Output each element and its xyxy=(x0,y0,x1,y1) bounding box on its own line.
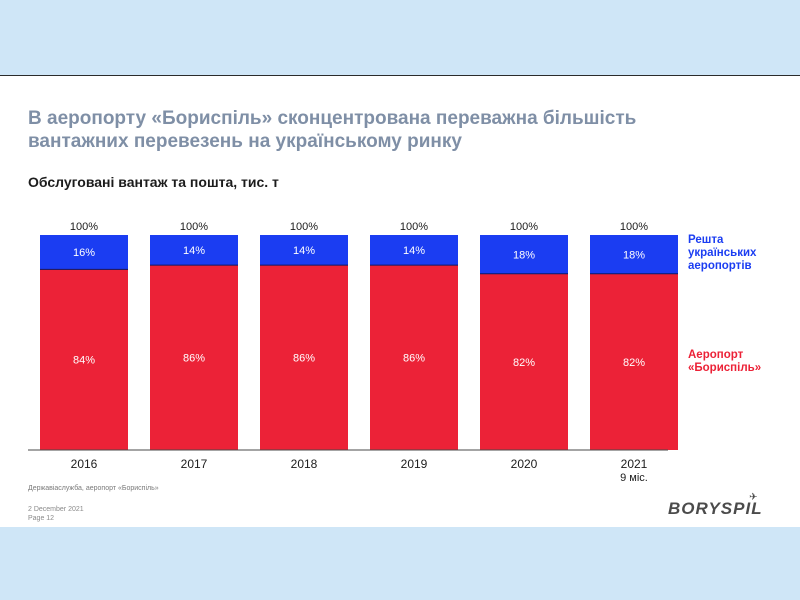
bar-rest-2019 xyxy=(370,235,458,266)
headline: В аеропорту «Бориспіль» сконцентрована п… xyxy=(28,108,637,152)
footer-date: 2 December 2021 xyxy=(28,506,84,513)
bar-label-boryspil-2018: 86% xyxy=(293,353,315,365)
bar-label-rest-2021: 18% xyxy=(623,249,645,261)
total-label-2016: 100% xyxy=(70,221,98,233)
bar-label-rest-2018: 14% xyxy=(293,245,315,257)
legend-boryspil: Аеропорт «Бориспіль» xyxy=(688,349,762,374)
bar-rest-2017 xyxy=(150,235,238,266)
total-label-2021: 100% xyxy=(620,221,648,233)
airplane-icon: ✈ xyxy=(749,492,758,503)
bar-rest-2018 xyxy=(260,235,348,266)
bar-label-boryspil-2021: 82% xyxy=(623,357,645,369)
bar-label-boryspil-2016: 84% xyxy=(73,355,95,367)
bar-label-rest-2017: 14% xyxy=(183,245,205,257)
bar-label-boryspil-2019: 86% xyxy=(403,353,425,365)
stacked-bar-chart: 84% 16% 100% 2016 86% 14% 100% 2017 86% 14% 100% 20… xyxy=(28,221,678,484)
source-note: Державіаслужба, аеропорт «Бориспіль» xyxy=(28,485,159,492)
x-tick-sublabel-2021: 9 міс. xyxy=(620,472,648,484)
bar-label-rest-2020: 18% xyxy=(513,249,535,261)
footer-page-number: Page 12 xyxy=(28,515,55,522)
bar-rest-2021 xyxy=(590,235,678,274)
chart-subtitle: Обслуговані вантаж та пошта, тис. т xyxy=(28,174,279,190)
total-label-2019: 100% xyxy=(400,221,428,233)
bar-boryspil-2020 xyxy=(480,273,568,450)
total-label-2018: 100% xyxy=(290,221,318,233)
x-tick-label-2017: 2017 xyxy=(181,457,208,471)
bar-label-rest-2019: 14% xyxy=(403,245,425,257)
x-tick-label-2021: 2021 xyxy=(621,457,648,471)
slide: В аеропорту «Бориспіль» сконцентрована п… xyxy=(0,75,800,527)
bar-label-boryspil-2017: 86% xyxy=(183,353,205,365)
total-label-2017: 100% xyxy=(180,221,208,233)
x-tick-label-2018: 2018 xyxy=(291,457,318,471)
bar-boryspil-2019 xyxy=(370,265,458,450)
x-tick-label-2020: 2020 xyxy=(511,457,538,471)
legend-rest-airports: Решта українських аеропортів xyxy=(688,234,757,272)
bar-label-boryspil-2020: 82% xyxy=(513,357,535,369)
bar-boryspil-2021 xyxy=(590,273,678,450)
total-label-2020: 100% xyxy=(510,221,538,233)
bar-boryspil-2016 xyxy=(40,269,128,450)
x-tick-label-2019: 2019 xyxy=(401,457,428,471)
bar-rest-2016 xyxy=(40,235,128,270)
bar-label-rest-2016: 16% xyxy=(73,247,95,259)
x-tick-label-2016: 2016 xyxy=(71,457,98,471)
bar-boryspil-2018 xyxy=(260,265,348,450)
bar-rest-2020 xyxy=(480,235,568,274)
bar-boryspil-2017 xyxy=(150,265,238,450)
boryspil-logo: BORYSPIL xyxy=(668,499,763,518)
